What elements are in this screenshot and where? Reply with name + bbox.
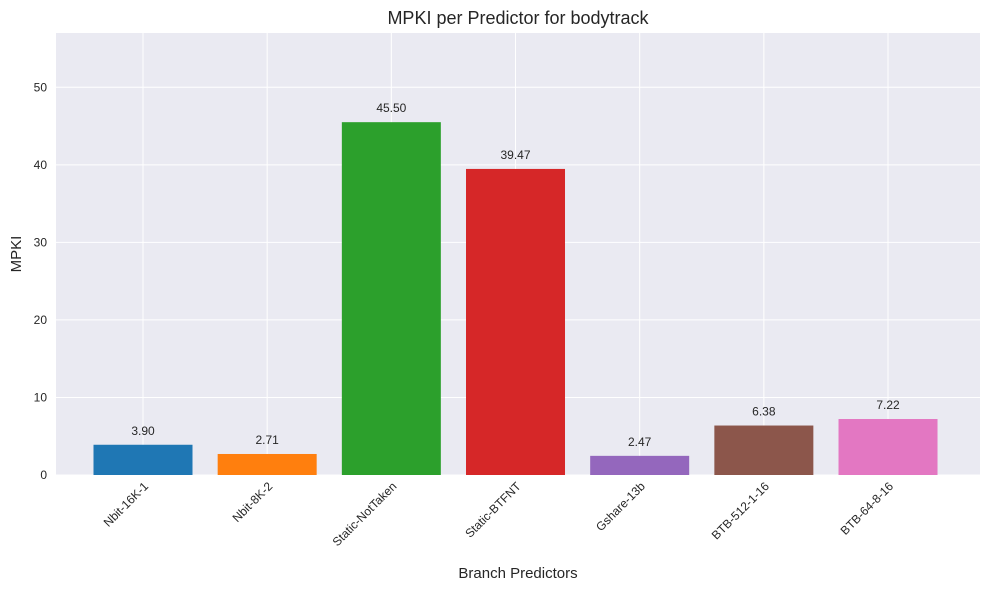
chart-title: MPKI per Predictor for bodytrack (387, 8, 649, 28)
x-tick-label: Static-BTFNT (462, 479, 524, 541)
bar (714, 425, 814, 475)
bar-value-label: 2.47 (628, 435, 652, 449)
y-tick-label: 10 (34, 390, 48, 404)
bar-value-label: 7.22 (876, 398, 900, 412)
y-axis-ticks: 0 10 20 30 40 50 (34, 80, 48, 482)
x-tick-label: BTB-512-1-16 (709, 479, 772, 542)
bar-value-label: 2.71 (255, 433, 279, 447)
x-axis-ticks: Nbit-16K-1 Nbit-8K-2 Static-NotTaken Static… (101, 479, 897, 549)
y-tick-label: 40 (34, 158, 48, 172)
y-tick-label: 0 (40, 468, 47, 482)
y-tick-label: 30 (34, 235, 48, 249)
y-tick-label: 20 (34, 313, 48, 327)
x-tick-label: BTB-64-8-16 (838, 479, 897, 538)
bar (466, 168, 566, 475)
data-labels: 3.90 2.71 45.50 39.47 2.47 6.38 7.22 (131, 101, 900, 449)
bar-value-label: 6.38 (752, 405, 776, 419)
bar (217, 453, 317, 475)
bars (93, 122, 938, 475)
x-tick-label: Gshare-13b (593, 479, 648, 534)
y-axis-label: MPKI (8, 236, 25, 273)
bar-value-label: 45.50 (376, 101, 406, 115)
x-tick-label: Nbit-8K-2 (230, 479, 276, 525)
bar (93, 444, 193, 475)
x-tick-label: Nbit-16K-1 (101, 479, 152, 530)
bar (590, 455, 690, 475)
bar (838, 419, 938, 475)
x-tick-label: Static-NotTaken (330, 479, 400, 549)
bar (341, 122, 441, 475)
x-axis-label: Branch Predictors (458, 565, 577, 582)
y-tick-label: 50 (34, 80, 48, 94)
bar-value-label: 39.47 (500, 148, 530, 162)
bar-value-label: 3.90 (131, 424, 155, 438)
